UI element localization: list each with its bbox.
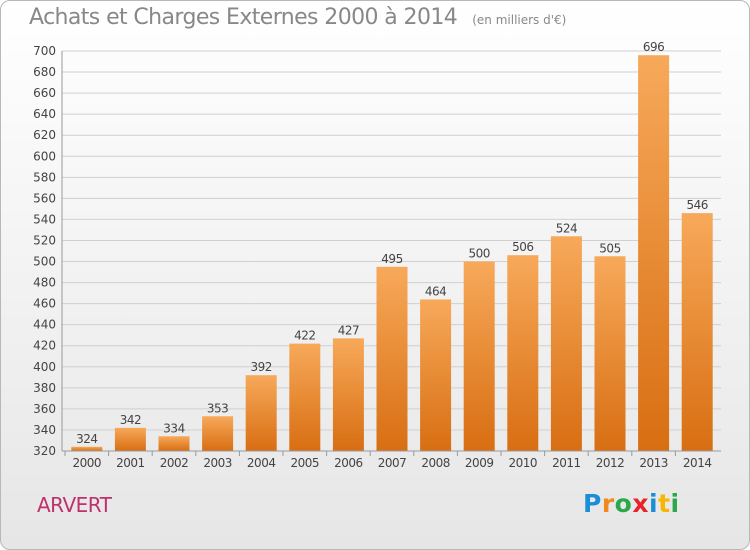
y-tick-label: 620 — [33, 128, 56, 142]
bar-value-label: 392 — [250, 360, 271, 374]
x-tick-label: 2014 — [683, 456, 712, 470]
bar-value-label: 546 — [686, 198, 707, 212]
proxiti-logo: Proxiti — [583, 489, 680, 518]
y-tick-label: 340 — [33, 423, 56, 437]
x-tick-label: 2008 — [421, 456, 450, 470]
chart-subtitle: (en milliers d'€) — [472, 13, 567, 27]
bar-value-label: 464 — [425, 284, 446, 298]
y-tick-label: 700 — [33, 44, 56, 58]
logo-letter: r — [601, 489, 615, 518]
y-tick-label: 500 — [33, 255, 56, 269]
city-name: ARVERT — [37, 493, 112, 517]
x-tick-label: 2010 — [509, 456, 538, 470]
y-tick-label: 400 — [33, 360, 56, 374]
bar-value-label: 342 — [120, 413, 141, 427]
y-tick-label: 440 — [33, 318, 56, 332]
x-tick-label: 2004 — [247, 456, 276, 470]
bar — [71, 446, 103, 451]
y-tick-label: 680 — [33, 65, 56, 79]
bar-value-label: 422 — [294, 329, 315, 343]
logo-letter: x — [632, 489, 649, 518]
bar — [594, 256, 626, 451]
bar-value-label: 495 — [381, 252, 402, 266]
bar — [202, 416, 234, 451]
bar — [463, 261, 495, 451]
x-tick-label: 2006 — [334, 456, 363, 470]
y-tick-label: 320 — [33, 444, 56, 458]
logo-letter: i — [670, 489, 680, 518]
logo-letter: t — [658, 489, 671, 518]
y-tick-label: 660 — [33, 86, 56, 100]
bar — [245, 375, 277, 451]
bar — [332, 338, 364, 451]
y-tick-label: 480 — [33, 276, 56, 290]
bar — [507, 255, 539, 451]
x-tick-label: 2003 — [203, 456, 232, 470]
bar — [376, 266, 408, 451]
y-tick-label: 560 — [33, 191, 56, 205]
logo-letter: o — [614, 489, 633, 518]
x-tick-label: 2011 — [552, 456, 581, 470]
y-tick-label: 460 — [33, 297, 56, 311]
y-tick-label: 640 — [33, 107, 56, 121]
y-tick-label: 580 — [33, 170, 56, 184]
x-tick-label: 2001 — [116, 456, 145, 470]
x-tick-label: 2007 — [378, 456, 407, 470]
chart-title-row: Achats et Charges Externes 2000 à 2014 (… — [29, 5, 566, 30]
bar — [681, 213, 713, 451]
x-tick-label: 2002 — [160, 456, 189, 470]
chart-title: Achats et Charges Externes 2000 à 2014 — [29, 5, 458, 30]
bar-value-label: 324 — [76, 432, 97, 446]
logo-letter: i — [649, 489, 659, 518]
logo-letter: P — [583, 489, 602, 518]
y-tick-label: 540 — [33, 212, 56, 226]
x-tick-label: 2012 — [596, 456, 625, 470]
bar — [114, 427, 146, 451]
bar — [638, 55, 670, 452]
bar-value-label: 505 — [599, 241, 620, 255]
y-tick-label: 380 — [33, 381, 56, 395]
bar — [158, 436, 190, 451]
bar-value-label: 696 — [643, 40, 664, 54]
bar-value-label: 500 — [468, 247, 489, 261]
bar — [420, 299, 452, 451]
bar-value-label: 353 — [207, 401, 228, 415]
x-tick-label: 2000 — [73, 456, 102, 470]
y-tick-label: 600 — [33, 149, 56, 163]
bar-value-label: 334 — [163, 421, 184, 435]
y-tick-label: 420 — [33, 339, 56, 353]
bar — [550, 236, 582, 451]
bar-value-label: 427 — [338, 323, 359, 337]
x-tick-label: 2013 — [639, 456, 668, 470]
x-tick-label: 2009 — [465, 456, 494, 470]
bar-value-label: 506 — [512, 240, 533, 254]
y-tick-label: 520 — [33, 233, 56, 247]
y-tick-label: 360 — [33, 402, 56, 416]
bar — [289, 343, 321, 451]
bar-value-label: 524 — [556, 221, 577, 235]
x-tick-label: 2005 — [291, 456, 320, 470]
